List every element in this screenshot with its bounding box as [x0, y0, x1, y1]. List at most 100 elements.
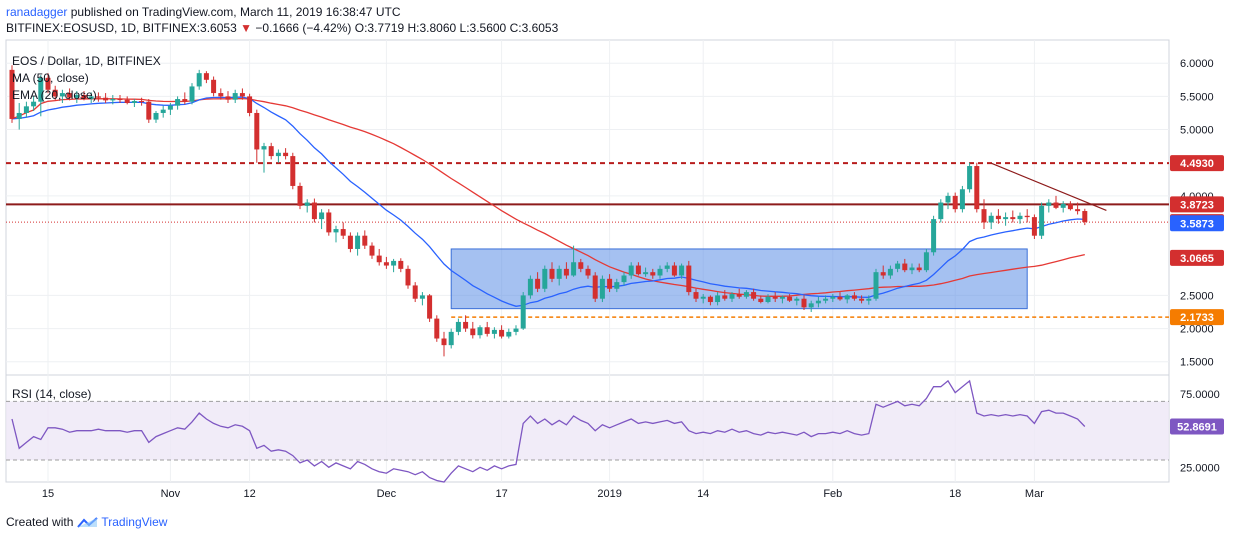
x-tick-label: 15 — [42, 488, 54, 500]
candle-body — [592, 275, 598, 299]
candle-body — [607, 278, 613, 289]
candle-body — [484, 327, 490, 334]
candle-body — [679, 265, 685, 276]
candle-body — [751, 292, 757, 299]
candle-body — [225, 96, 231, 100]
x-tick-label: Nov — [161, 488, 181, 500]
candle-body — [715, 295, 721, 303]
candle-body — [1082, 211, 1088, 223]
candle-body — [463, 321, 469, 329]
footer: Created with TradingView — [6, 515, 167, 529]
candle-body — [700, 296, 706, 299]
candle-body — [664, 265, 670, 269]
close-value: 3.6053 — [521, 21, 559, 35]
candle-body — [38, 77, 44, 102]
candle-body — [189, 86, 195, 102]
candle-body — [758, 298, 764, 303]
candle-body — [326, 212, 332, 233]
candle-body — [391, 260, 397, 266]
candle-body — [628, 265, 634, 276]
open-label: O: — [354, 21, 368, 35]
candle-body — [232, 93, 238, 100]
candle-body — [823, 298, 829, 301]
candle-body — [801, 298, 807, 308]
candle-body — [938, 202, 944, 220]
candle-body — [441, 338, 447, 346]
rsi-y-tick-label: 75.0000 — [1180, 389, 1220, 401]
candle-body — [887, 268, 893, 276]
candle-body — [139, 101, 145, 103]
candle-body — [837, 296, 843, 300]
price-label-box — [1170, 196, 1224, 213]
candle-body — [1010, 217, 1016, 220]
candle-body — [412, 285, 418, 299]
candle-body — [254, 112, 260, 150]
ema-legend: EMA (20, close) — [12, 88, 97, 102]
ema20-line — [11, 96, 1085, 307]
candle-body — [297, 185, 303, 206]
candle-body — [859, 298, 865, 301]
candle-body — [952, 195, 958, 210]
publish-header: ranadagger published on TradingView.com,… — [6, 5, 400, 19]
candle-body — [419, 295, 425, 299]
candle-body — [686, 265, 692, 293]
candle-body — [347, 235, 353, 249]
y-tick-label: 2.0000 — [1180, 324, 1214, 336]
candle-body — [1053, 202, 1059, 208]
candle-body — [866, 298, 872, 301]
candle-body — [765, 296, 771, 303]
range-box-layer — [450, 248, 1028, 310]
candle-body — [988, 215, 994, 223]
candle-body — [880, 272, 886, 276]
candle-body — [398, 260, 404, 269]
author-link[interactable]: ranadagger — [6, 5, 68, 19]
candle-body — [211, 79, 217, 94]
candle-body — [362, 235, 368, 246]
candle-body — [1031, 217, 1037, 236]
publish-info: published on TradingView.com, March 11, … — [67, 5, 401, 19]
candle-body — [455, 321, 461, 332]
candle-body — [311, 202, 317, 220]
candle-body — [74, 95, 80, 98]
price-label-box — [1170, 309, 1224, 326]
chart-title: EOS / Dollar, 1D, BITFINEX — [12, 54, 161, 68]
candle-body — [873, 272, 879, 299]
candle-body — [304, 202, 310, 206]
candle-body — [110, 99, 116, 101]
candle-body — [319, 212, 325, 220]
candle-body — [967, 166, 973, 190]
price-label: 3.5873 — [1180, 218, 1214, 230]
candle-body — [146, 101, 152, 120]
price-label: 2.1733 — [1180, 312, 1214, 324]
ma-legend: MA (50, close) — [12, 71, 89, 85]
rsi-label: 52.8691 — [1177, 421, 1217, 433]
candle-body — [1039, 205, 1045, 236]
candle-body — [275, 152, 281, 157]
price-label-box — [1170, 215, 1224, 232]
candle-body — [59, 93, 65, 97]
candle-body — [427, 295, 433, 319]
candle-body — [808, 303, 814, 308]
candle-body — [621, 275, 627, 283]
candle-body — [981, 209, 987, 223]
change-arrow-icon: ▼ — [240, 21, 252, 35]
candle-body — [45, 77, 51, 90]
candle-body — [290, 156, 296, 186]
candle-body — [729, 294, 735, 299]
candle-body — [844, 295, 850, 300]
candle-body — [916, 267, 922, 271]
candle-body — [787, 296, 793, 301]
candle-body — [693, 292, 699, 299]
price-label: 3.8723 — [1180, 199, 1214, 211]
candle-body — [643, 272, 649, 275]
footer-brand-link[interactable]: TradingView — [101, 515, 168, 529]
candle-body — [794, 298, 800, 301]
candle-body — [830, 296, 836, 299]
candle-body — [491, 329, 497, 334]
candle-body — [182, 99, 188, 102]
candle-body — [103, 97, 109, 101]
candle-body — [434, 318, 440, 339]
candle-body — [736, 294, 742, 297]
rsi-band — [6, 401, 1169, 461]
